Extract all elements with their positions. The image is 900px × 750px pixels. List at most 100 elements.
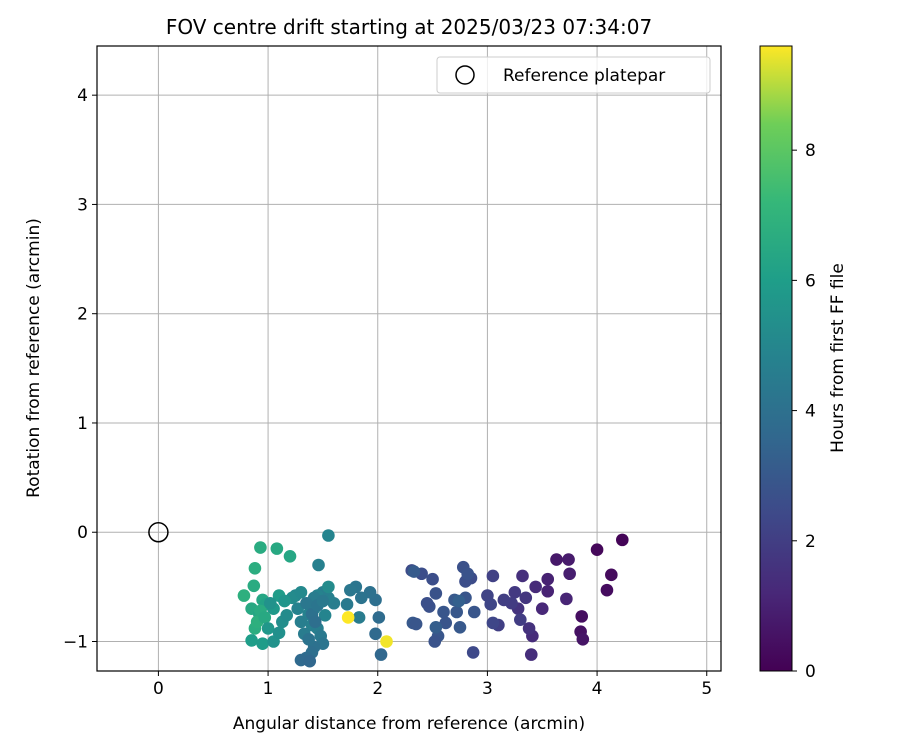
scatter-point — [300, 596, 313, 610]
scatter-point — [340, 598, 354, 611]
scatter-point — [563, 567, 576, 581]
scatter-point — [372, 611, 386, 624]
scatter-point — [318, 608, 332, 622]
x-axis-label: Angular distance from reference (arcmin) — [233, 714, 585, 734]
scatter-point — [294, 615, 308, 629]
colorbar: 0 2 4 6 8 Hours from first FF file — [759, 45, 848, 682]
scatter-point — [256, 637, 269, 650]
scatter-point — [486, 616, 500, 630]
y-axis-ticks: −1 0 1 2 3 4 — [63, 86, 97, 652]
x-tick-label: 2 — [372, 679, 383, 699]
colorbar-tick-label: 8 — [805, 141, 816, 161]
grid-lines — [97, 46, 721, 671]
scatter-point — [380, 635, 393, 648]
scatter-point — [605, 568, 618, 582]
scatter-point — [428, 635, 442, 648]
y-tick-label: 2 — [77, 305, 88, 325]
x-tick-label: 4 — [592, 679, 603, 699]
chart-title: FOV centre drift starting at 2025/03/23 … — [166, 15, 652, 39]
scatter-point — [369, 627, 382, 641]
scatter-point — [439, 616, 453, 630]
y-tick-label: 4 — [77, 86, 88, 106]
scatter-point — [524, 648, 538, 661]
scatter-point — [616, 533, 629, 547]
scatter-point — [322, 580, 335, 594]
scatter-point — [437, 605, 450, 619]
scatter-point — [600, 583, 614, 597]
scatter-point — [245, 634, 258, 647]
scatter-point — [294, 586, 308, 599]
scatter-point — [248, 561, 262, 575]
scatter-point — [280, 608, 294, 622]
legend: Reference platepar — [436, 56, 711, 94]
scatter-point — [344, 583, 357, 597]
colorbar-tick-label: 4 — [805, 402, 816, 422]
legend-reference-marker — [455, 65, 475, 85]
scatter-point — [535, 602, 549, 616]
legend-entry-reference: Reference platepar — [503, 66, 665, 86]
scatter-point — [541, 572, 555, 586]
scatter-point — [429, 587, 443, 600]
reference-platepar-marker — [148, 521, 169, 543]
scatter-point — [409, 617, 423, 631]
scatter-point — [322, 529, 335, 542]
reference-marker-group — [148, 521, 169, 543]
scatter-point — [484, 598, 498, 611]
scatter-point — [258, 611, 272, 624]
scatter-point — [247, 579, 261, 593]
scatter-point — [237, 589, 251, 602]
plot-area-frame — [96, 45, 722, 672]
scatter-point — [283, 549, 297, 563]
scatter-point — [303, 654, 317, 668]
scatter-point — [486, 569, 500, 583]
scatter-point — [429, 620, 443, 634]
scatter-point — [575, 610, 589, 623]
y-tick-label: 1 — [77, 414, 88, 434]
scatter-point — [576, 633, 590, 646]
colorbar-label: Hours from first FF file — [828, 263, 848, 453]
colorbar-gradient — [759, 45, 793, 672]
scatter-point — [519, 591, 533, 605]
scatter-point — [541, 584, 555, 598]
scatter-point — [308, 615, 322, 629]
scatter-point — [352, 611, 366, 624]
scatter-point — [461, 567, 474, 581]
scatter-point — [341, 611, 355, 624]
colorbar-tick-label: 0 — [805, 662, 816, 682]
scatter-point — [453, 620, 467, 634]
scatter-point — [522, 622, 536, 635]
scatter-point — [316, 594, 330, 608]
x-tick-label: 1 — [263, 679, 274, 699]
colorbar-tick-label: 2 — [805, 532, 816, 552]
scatter-point — [452, 594, 466, 608]
x-tick-label: 5 — [701, 679, 712, 699]
scatter-point — [467, 605, 481, 619]
scatter-point — [426, 572, 439, 586]
colorbar-ticks: 0 2 4 6 8 — [792, 141, 816, 682]
scatter-point — [529, 580, 542, 594]
scatter-point — [254, 541, 267, 554]
scatter-point — [466, 646, 480, 659]
scatter-point — [355, 591, 368, 605]
scatter-point — [562, 553, 575, 566]
scatter-point — [272, 626, 286, 640]
scatter-point — [302, 633, 315, 646]
scatter-point — [407, 565, 421, 578]
scatter-point — [497, 593, 511, 607]
scatter-point — [312, 558, 325, 572]
scatter-point — [270, 542, 284, 555]
scatter-point — [278, 594, 291, 608]
scatter-point — [420, 596, 434, 610]
scatter-point — [263, 596, 277, 610]
x-axis-ticks: 0 1 2 3 4 5 — [153, 671, 712, 699]
scatter-point — [560, 592, 573, 606]
y-tick-label: 3 — [77, 195, 88, 215]
x-tick-label: 0 — [153, 679, 164, 699]
data-points — [237, 529, 629, 668]
colorbar-tick-label: 6 — [805, 271, 816, 291]
scatter-point — [261, 622, 275, 635]
x-tick-label: 3 — [482, 679, 493, 699]
legend-box — [436, 56, 711, 94]
scatter-point — [508, 586, 522, 599]
